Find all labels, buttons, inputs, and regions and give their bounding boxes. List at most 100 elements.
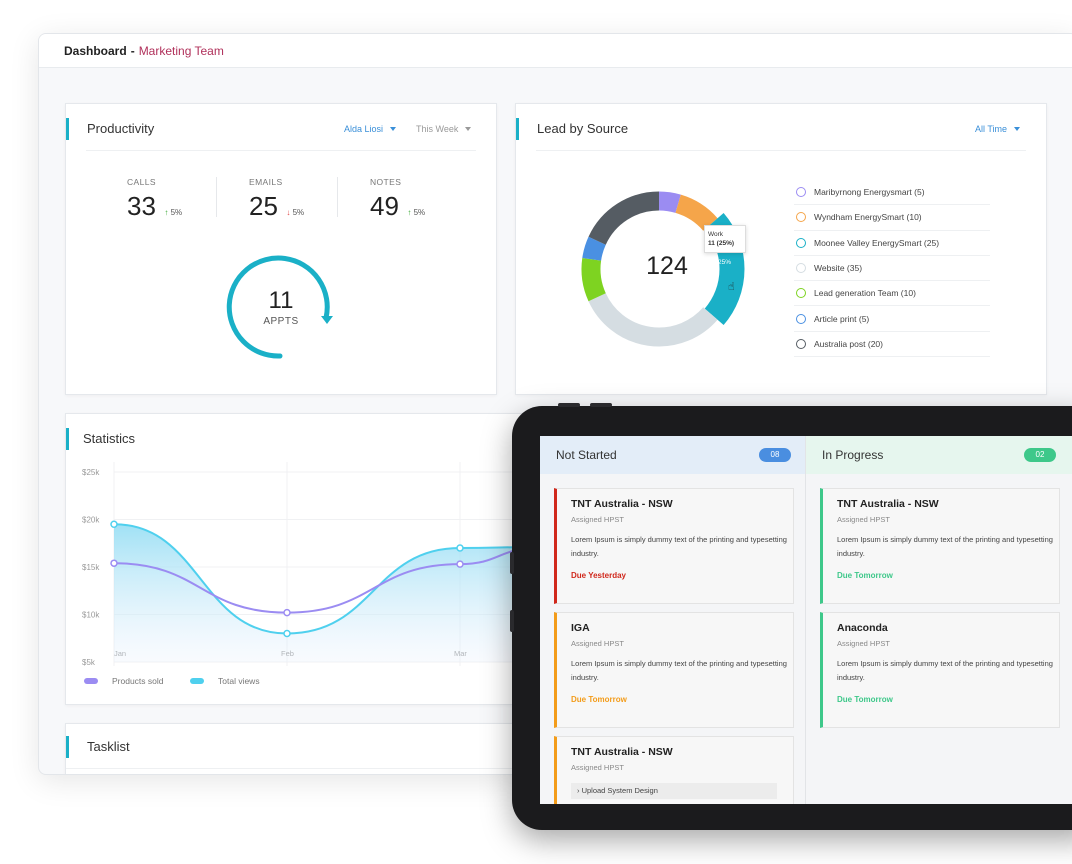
tablet-side-button	[510, 610, 514, 632]
legend-item[interactable]: Moonee Valley EnergySmart (25)	[794, 231, 990, 256]
task-description: Lorem Ipsum is simply dummy text of the …	[571, 659, 787, 682]
chart-legend-products[interactable]: Products sold	[84, 676, 164, 686]
task-title: TNT Australia - NSW	[837, 498, 939, 510]
legend-item[interactable]: Maribyrnong Energysmart (5)	[794, 180, 990, 206]
appts-progress-ring	[226, 255, 333, 359]
statistics-chart: $25k$20k$15k$10k$5kJanFebMar	[82, 462, 536, 667]
y-tick-label: $15k	[82, 563, 100, 572]
legend-label: Australia post (20)	[814, 338, 883, 349]
task-due: Due Tomorrow	[571, 695, 627, 704]
task-title: TNT Australia - NSW	[571, 498, 673, 510]
task-due: Due Yesterday	[571, 571, 626, 580]
legend-label: Maribyrnong Energysmart (5)	[814, 187, 925, 198]
task-description: Lorem Ipsum is simply dummy text of the …	[837, 535, 1053, 558]
legend-item[interactable]: Australia post (20)	[794, 332, 990, 358]
stat-value: 33	[127, 191, 156, 221]
time-filter-dropdown[interactable]: All Time	[975, 124, 1021, 134]
legend-label: Lead generation Team (10)	[814, 288, 916, 299]
arrow-head-icon	[321, 316, 333, 324]
chevron-down-icon	[465, 127, 472, 131]
data-point[interactable]	[110, 520, 118, 528]
divider	[216, 177, 217, 217]
donut-slice[interactable]	[581, 257, 606, 302]
time-filter-value: All Time	[975, 124, 1008, 134]
chart-legend-views[interactable]: Total views	[190, 676, 260, 686]
tooltip-name: Work	[708, 231, 724, 238]
task-description: Lorem Ipsum is simply dummy text of the …	[571, 535, 787, 558]
donut-tooltip: Work 11 (25%)	[704, 225, 746, 253]
statistics-card: Statistics $25k$20k$15k$10k$5kJanFebMar …	[65, 413, 536, 705]
chevron-down-icon	[390, 127, 397, 131]
legend-item[interactable]: Wyndham EnergySmart (10)	[794, 205, 990, 231]
stat-change: ↑ 5%	[407, 208, 425, 217]
legend-label: Wyndham EnergySmart (10)	[814, 212, 922, 223]
stat-emails: EMAILS 25 ↓ 5%	[249, 177, 359, 222]
column-title: Not Started	[556, 448, 617, 462]
stat-label: EMAILS	[249, 177, 283, 187]
column-title: In Progress	[822, 448, 884, 462]
task-card[interactable]: IGA Assigned HPST Lorem Ipsum is simply …	[554, 612, 794, 728]
stat-change-value: 5%	[413, 208, 426, 217]
task-description: Lorem Ipsum is simply dummy text of the …	[837, 659, 1053, 682]
period-filter-value: This Week	[416, 124, 459, 134]
stat-change: ↓ 5%	[286, 208, 304, 217]
dashboard-window: Dashboard - Marketing Team Productivity …	[38, 33, 1072, 775]
y-tick-label: $20k	[82, 516, 100, 525]
data-point[interactable]	[283, 608, 291, 617]
task-card[interactable]: TNT Australia - NSW Assigned HPST Lorem …	[820, 488, 1060, 604]
user-filter-value: Alda Liosi	[344, 124, 384, 134]
tablet-button	[558, 403, 580, 407]
stat-change-value: 5%	[292, 208, 305, 217]
arrow-up-icon: ↑	[407, 208, 412, 217]
legend-label: Total views	[218, 676, 260, 686]
stat-change: ↑ 5%	[164, 208, 182, 217]
donut-total: 124	[646, 252, 688, 280]
arrow-up-icon: ↑	[164, 208, 169, 217]
legend-item[interactable]: Lead generation Team (10)	[794, 281, 990, 307]
task-due: Due Tomorrow	[837, 695, 893, 704]
donut-slice[interactable]	[675, 194, 718, 231]
legend-dot-icon	[796, 212, 806, 223]
donut-slice[interactable]	[588, 191, 660, 246]
series-line	[113, 523, 536, 635]
donut-slice[interactable]	[588, 292, 718, 347]
task-card[interactable]: TNT Australia - NSW Assigned HPST › Uplo…	[554, 736, 794, 804]
page-title: Dashboard	[64, 43, 127, 58]
user-filter-dropdown[interactable]: Alda Liosi	[344, 124, 397, 134]
task-assignee: Assigned HPST	[571, 763, 624, 772]
data-point[interactable]	[456, 544, 464, 552]
legend-item[interactable]: Website (35)	[794, 256, 990, 282]
stat-change-value: 5%	[170, 208, 183, 217]
column-count-badge: 02	[1024, 448, 1056, 462]
task-card[interactable]: Anaconda Assigned HPST Lorem Ipsum is si…	[820, 612, 1060, 728]
task-card[interactable]: TNT Australia - NSW Assigned HPST Lorem …	[554, 488, 794, 604]
data-point[interactable]	[456, 560, 464, 568]
tablet-side-button	[510, 552, 514, 574]
stat-value: 49	[370, 191, 399, 221]
y-tick-label: $25k	[82, 468, 100, 477]
tasklist-card: Tasklist	[65, 723, 535, 774]
legend-dot-icon	[796, 288, 806, 299]
donut-slice[interactable]	[658, 191, 681, 213]
slice-percent-label: 25%	[718, 259, 732, 266]
lead-source-legend: Maribyrnong Energysmart (5) Wyndham Ener…	[794, 180, 990, 358]
data-point[interactable]	[110, 559, 118, 567]
period-filter-dropdown[interactable]: This Week	[416, 124, 472, 134]
task-title: TNT Australia - NSW	[571, 746, 673, 758]
task-title: Anaconda	[837, 622, 888, 634]
legend-label: Article print (5)	[814, 313, 870, 324]
legend-dot-icon	[796, 263, 806, 274]
subtask-item[interactable]: › Upload System Design	[571, 783, 777, 799]
column-header: Not Started 08	[540, 436, 805, 474]
series-line	[113, 547, 536, 614]
task-assignee: Assigned HPST	[571, 515, 624, 524]
chevron-down-icon	[1014, 127, 1021, 131]
tooltip-value: 11 (25%)	[708, 240, 735, 247]
lead-source-card: Lead by Source All Time 124 25% Work 11 …	[515, 103, 1047, 395]
team-name[interactable]: Marketing Team	[138, 43, 224, 58]
appts-value: 11	[268, 287, 294, 314]
productivity-title: Productivity	[66, 118, 154, 140]
data-point[interactable]	[283, 629, 291, 638]
donut-slice[interactable]	[582, 236, 606, 261]
legend-item[interactable]: Article print (5)	[794, 306, 990, 332]
